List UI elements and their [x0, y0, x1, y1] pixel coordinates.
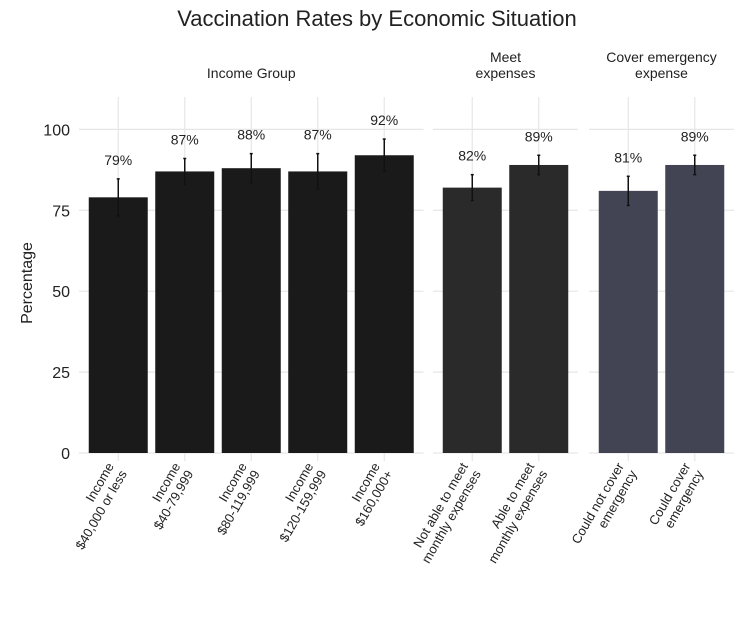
- x-tick-label: Income$40-79,999: [137, 460, 196, 532]
- y-tick-label: 100: [43, 122, 70, 139]
- error-bar: [626, 175, 630, 207]
- value-label: 89%: [525, 128, 553, 144]
- x-tick-label: Able to meetmonthly expenses: [472, 460, 551, 566]
- y-tick-label: 75: [52, 203, 70, 220]
- value-label: 79%: [104, 152, 132, 168]
- y-tick-label: 0: [61, 446, 70, 463]
- error-bar: [116, 178, 120, 217]
- x-tick-label: Income$40,000 or less: [59, 460, 130, 552]
- value-label: 89%: [681, 128, 709, 144]
- bar: [598, 190, 658, 453]
- error-bar: [316, 152, 320, 190]
- y-axis-label: Percentage: [19, 242, 36, 324]
- value-label: 87%: [171, 131, 199, 147]
- error-bar: [382, 138, 386, 173]
- bar: [221, 168, 281, 453]
- bar: [509, 164, 569, 454]
- bar: [155, 171, 215, 453]
- facet-title: expense: [635, 65, 688, 81]
- x-tick-label: Income$80-119,999: [201, 460, 263, 537]
- bar: [288, 171, 348, 453]
- facet-title: Cover emergency: [606, 49, 717, 65]
- x-tick-label: Income$160,000+: [339, 460, 396, 529]
- facet-title: Meet: [490, 49, 521, 65]
- facet-title: expenses: [476, 65, 536, 81]
- bar: [354, 155, 414, 453]
- value-label: 88%: [237, 127, 265, 143]
- error-bar: [537, 154, 541, 176]
- value-label: 82%: [458, 148, 486, 164]
- error-bar: [470, 173, 474, 202]
- error-bar: [183, 157, 187, 186]
- x-tick-label: Income$120-159,999: [263, 460, 329, 544]
- value-label: 81%: [614, 149, 642, 165]
- x-tick-label: Could coveremergency: [646, 459, 707, 535]
- chart-title: Vaccination Rates by Economic Situation: [177, 6, 576, 31]
- error-bar: [693, 154, 697, 176]
- y-tick-label: 50: [52, 284, 70, 301]
- bar: [88, 197, 148, 453]
- value-label: 92%: [370, 112, 398, 128]
- bar: [442, 187, 502, 454]
- x-tick-label: Could not coveremergency: [568, 459, 640, 553]
- error-bar: [249, 152, 253, 184]
- value-label: 87%: [304, 127, 332, 143]
- facet-title: Income Group: [207, 65, 296, 81]
- y-tick-label: 25: [52, 365, 70, 382]
- x-tick-label: Not able to meetmonthly expenses: [405, 460, 484, 566]
- bar: [665, 164, 725, 454]
